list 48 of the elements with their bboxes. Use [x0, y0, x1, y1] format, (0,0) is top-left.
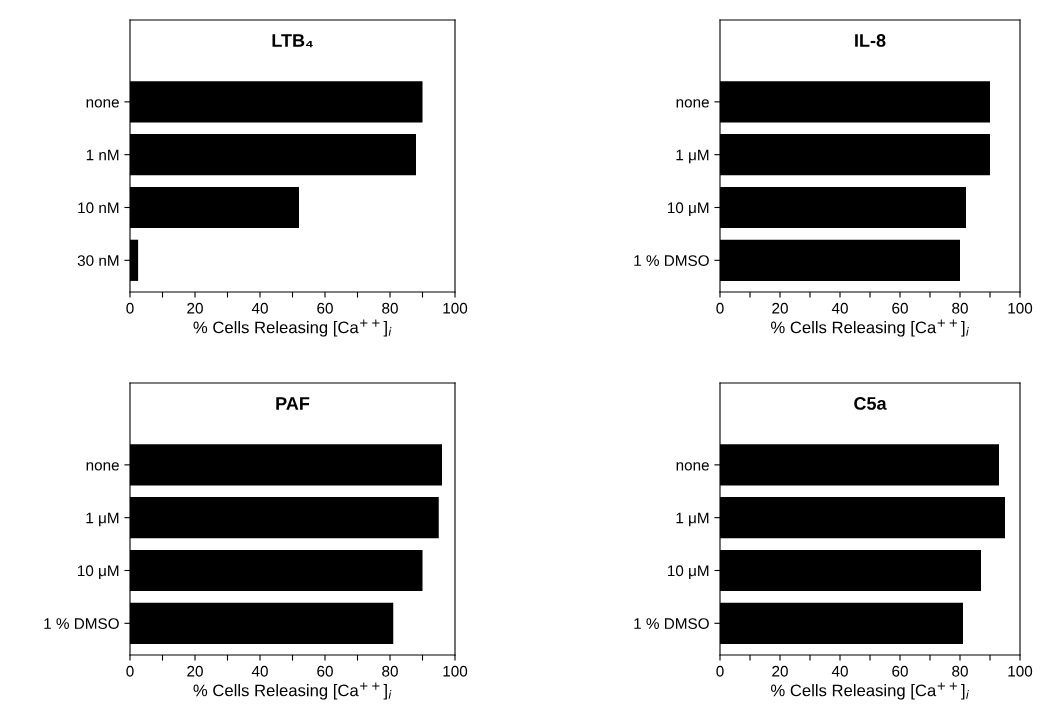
x-tick-label: 80: [382, 665, 398, 677]
x-tick-label: 100: [443, 665, 468, 677]
y-tick-label: 10 μM: [667, 202, 709, 216]
y-tick-label: 1 % DMSO: [634, 255, 709, 266]
y-tick-label: 10 μM: [667, 565, 709, 579]
y-tick-label: 10 μM: [77, 565, 119, 579]
y-tick-label: none: [676, 462, 709, 471]
x-tick-label: 80: [952, 302, 968, 314]
x-tick-label: 100: [443, 302, 468, 314]
x-tick-label: 40: [831, 302, 848, 314]
x-tick-label: 20: [772, 302, 788, 314]
x-axis-title: % Cells Releasing [Ca$^{++}$]$_{i}$: [193, 319, 392, 337]
y-tick-label: 1 μM: [676, 512, 709, 527]
y-tick-label: none: [86, 462, 119, 471]
x-tick-label: 20: [187, 665, 203, 677]
x-axis-title: % Cells Releasing [Ca$^{++}$]$_{i}$: [771, 682, 969, 700]
x-tick-label: 40: [251, 302, 268, 314]
chart-title: C5a: [854, 397, 887, 410]
y-tick-label: none: [86, 99, 119, 108]
x-tick-label: 0: [126, 302, 134, 314]
x-tick-label: 80: [382, 302, 398, 314]
chart-title: IL-8: [855, 34, 886, 47]
y-tick-label: 1 nM: [86, 149, 119, 161]
x-tick-label: 20: [772, 665, 788, 677]
x-tick-label: 100: [1008, 665, 1033, 677]
y-tick-label: 1 % DMSO: [44, 618, 119, 629]
y-tick-label: none: [676, 99, 709, 108]
y-tick-label: 1 μM: [676, 149, 709, 164]
x-tick-label: 60: [317, 302, 333, 314]
x-tick-label: 60: [892, 302, 908, 314]
y-tick-label: 30 nM: [77, 255, 119, 266]
x-tick-label: 0: [716, 665, 724, 677]
y-tick-label: 1 μM: [86, 512, 119, 527]
x-tick-label: 60: [317, 665, 333, 677]
x-tick-label: 40: [251, 665, 268, 677]
chart-title: LTB₄: [272, 34, 313, 48]
x-tick-label: 80: [952, 665, 968, 677]
x-axis-title: % Cells Releasing [Ca$^{++}$]$_{i}$: [193, 682, 392, 700]
x-tick-label: 20: [187, 302, 203, 314]
y-tick-label: 1 % DMSO: [634, 618, 709, 629]
x-tick-label: 0: [716, 302, 724, 314]
x-tick-label: 100: [1008, 302, 1033, 314]
x-tick-label: 60: [892, 665, 908, 677]
x-tick-label: 0: [126, 665, 134, 677]
chart-title: PAF: [276, 397, 310, 410]
x-axis-title: % Cells Releasing [Ca$^{++}$]$_{i}$: [771, 319, 969, 337]
y-tick-label: 10 nM: [78, 202, 119, 214]
x-tick-label: 40: [831, 665, 848, 677]
